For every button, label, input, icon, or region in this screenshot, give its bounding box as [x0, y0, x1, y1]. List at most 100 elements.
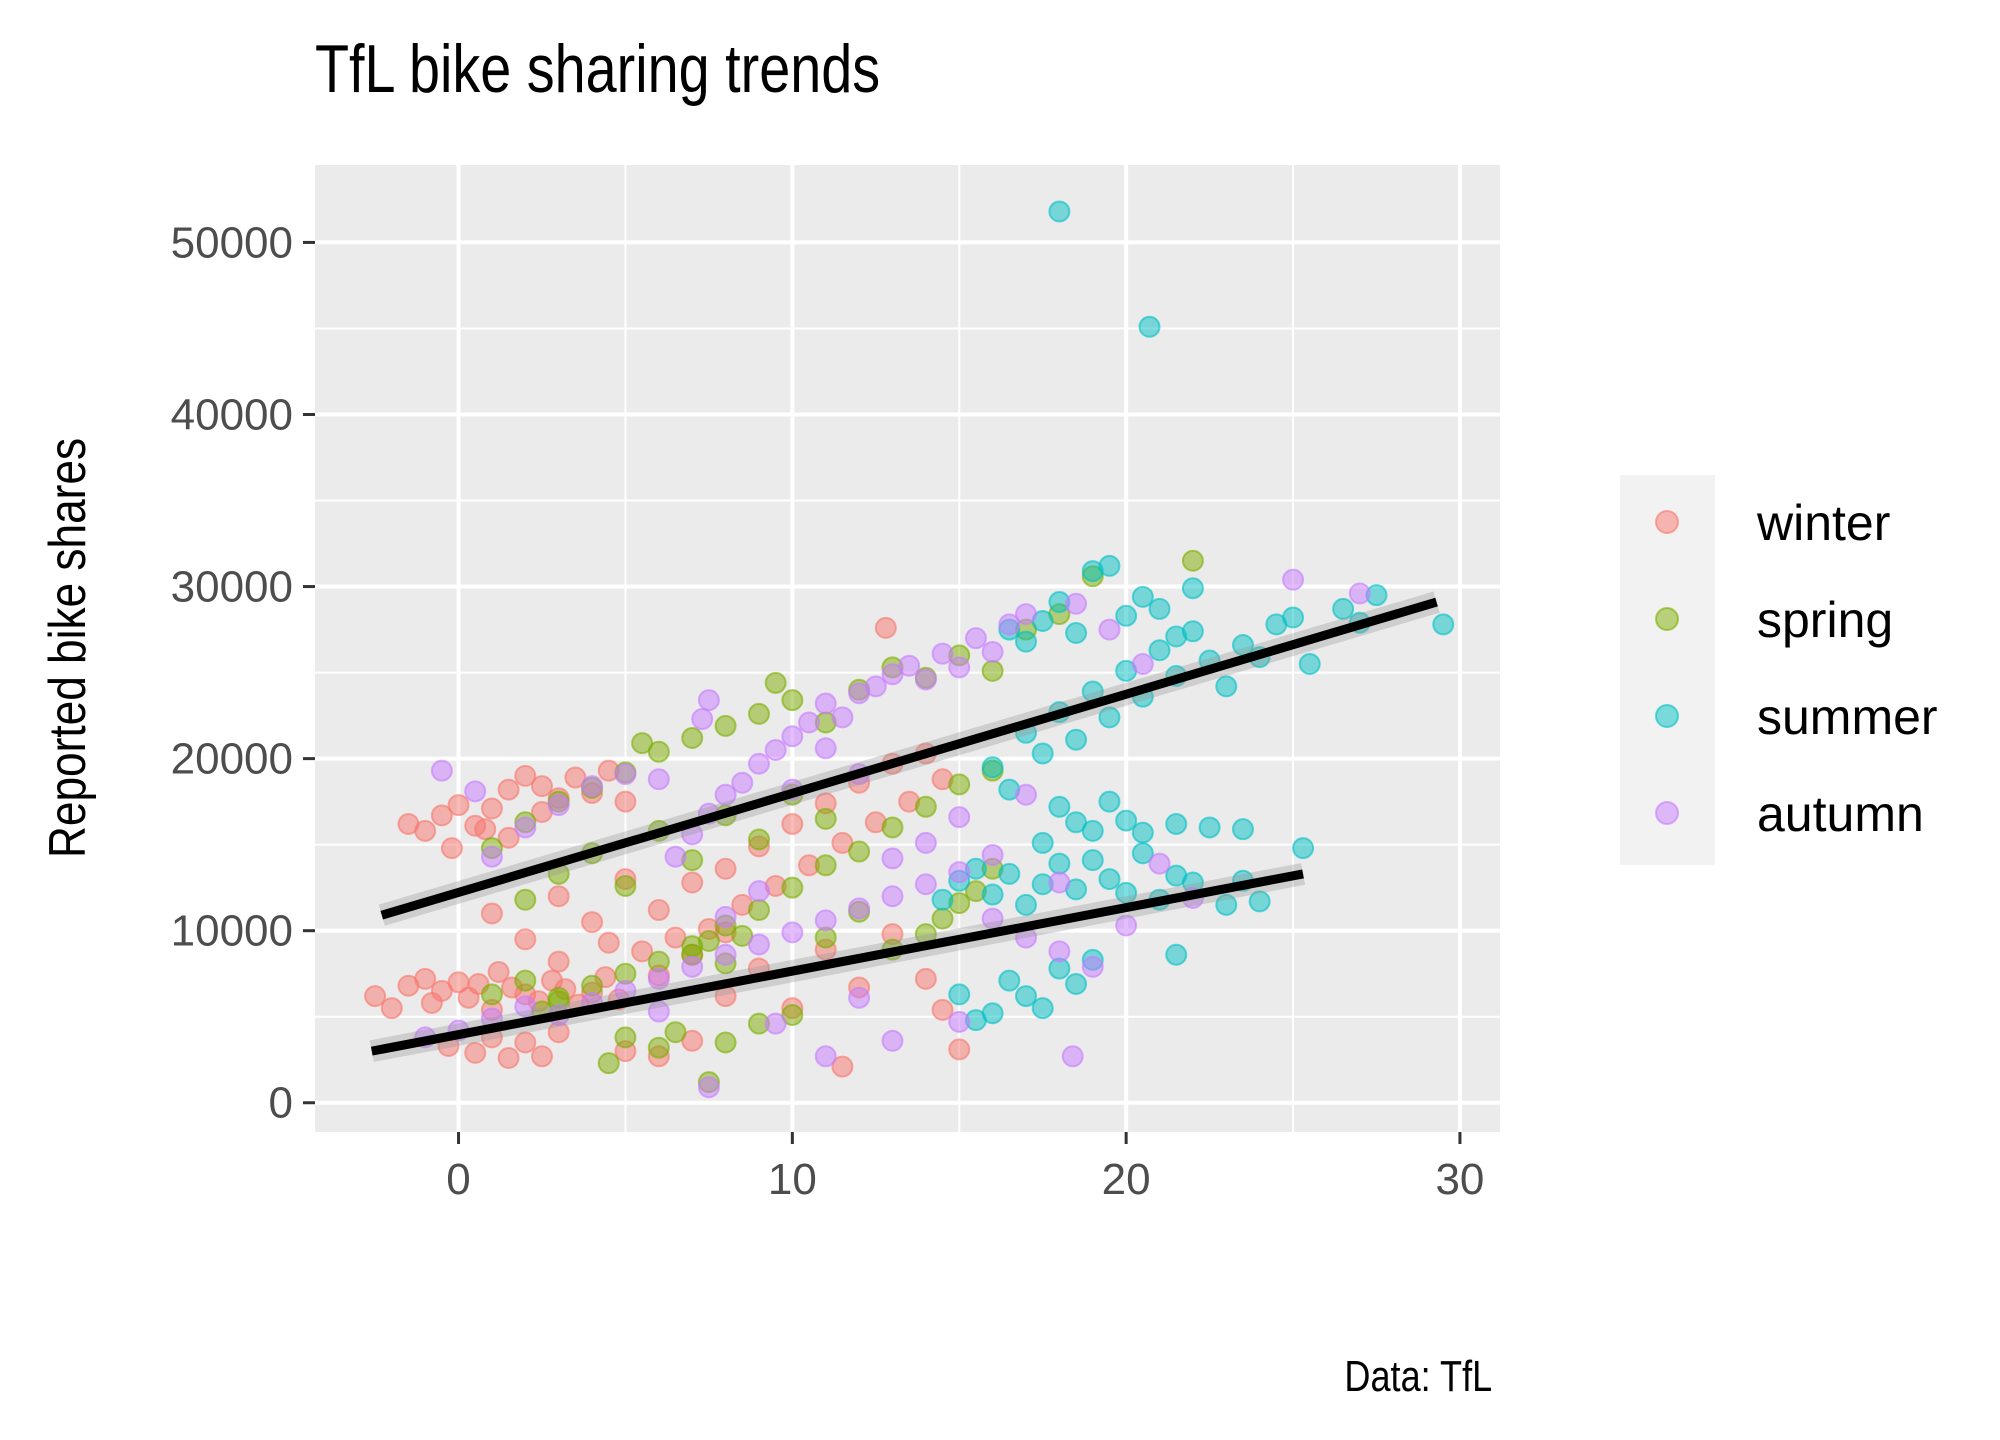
- data-point-spring: [914, 795, 937, 818]
- legend-key-background: [1620, 475, 1715, 865]
- data-point-summer: [1181, 577, 1204, 600]
- data-point-autumn: [814, 692, 837, 715]
- data-point-summer: [1048, 200, 1071, 223]
- y-axis-title: Reported bike shares: [39, 438, 97, 858]
- data-point-autumn: [981, 843, 1004, 866]
- data-point-autumn: [547, 794, 570, 817]
- data-point-autumn: [848, 897, 871, 920]
- y-tick-label: 20000: [171, 735, 293, 784]
- data-point-winter: [874, 616, 897, 639]
- legend-label-summer: summer: [1757, 689, 1938, 745]
- data-point-summer: [1048, 852, 1071, 875]
- data-point-summer: [1065, 728, 1088, 751]
- data-point-winter: [547, 885, 570, 908]
- data-point-winter: [597, 931, 620, 954]
- data-point-winter: [581, 911, 604, 934]
- data-point-autumn: [464, 780, 487, 803]
- data-point-autumn: [848, 986, 871, 1009]
- data-point-autumn: [981, 640, 1004, 663]
- data-point-summer: [1115, 809, 1138, 832]
- data-point-autumn: [814, 737, 837, 760]
- data-point-spring: [714, 1031, 737, 1054]
- data-point-autumn: [948, 656, 971, 679]
- data-point-summer: [1015, 985, 1037, 1008]
- data-point-spring: [848, 840, 871, 863]
- data-point-summer: [1248, 890, 1271, 913]
- data-point-autumn: [1098, 618, 1121, 641]
- data-point-winter: [647, 899, 670, 922]
- caption: Data: TfL: [1344, 1352, 1492, 1401]
- data-point-summer: [1015, 893, 1037, 916]
- data-point-summer: [1148, 639, 1171, 662]
- data-point-summer: [1432, 613, 1455, 636]
- data-point-summer: [981, 883, 1004, 906]
- data-point-winter: [781, 813, 804, 836]
- data-point-autumn: [647, 967, 670, 990]
- data-point-autumn: [948, 806, 971, 829]
- major-gridlines: [315, 165, 1500, 1132]
- data-point-summer: [1098, 868, 1121, 891]
- trend-line: [370, 869, 1304, 1056]
- data-point-spring: [664, 1021, 687, 1044]
- data-point-autumn: [881, 847, 904, 870]
- data-point-summer: [1292, 837, 1315, 860]
- data-point-spring: [614, 874, 637, 897]
- data-point-spring: [480, 983, 503, 1006]
- data-point-autumn: [1081, 955, 1104, 978]
- data-point-summer: [1031, 831, 1054, 854]
- data-point-autumn: [1061, 1045, 1084, 1068]
- data-point-autumn: [881, 885, 904, 908]
- data-point-autumn: [764, 739, 787, 762]
- data-point-autumn: [731, 771, 754, 794]
- data-point-summer: [1138, 315, 1161, 338]
- data-point-winter: [430, 804, 453, 827]
- data-point-winter: [414, 967, 437, 990]
- data-point-summer: [1198, 816, 1221, 839]
- data-point-autumn: [914, 873, 937, 896]
- data-point-autumn: [1015, 783, 1037, 806]
- data-point-winter: [931, 998, 954, 1021]
- legend: winter spring summer autumn: [1620, 475, 1938, 865]
- data-point-autumn: [831, 706, 854, 729]
- data-point-summer: [1081, 849, 1104, 872]
- data-point-spring: [747, 899, 770, 922]
- data-point-autumn: [614, 763, 637, 786]
- data-point-summer: [1231, 818, 1254, 841]
- y-tick-label: 0: [269, 1079, 293, 1128]
- data-point-spring: [747, 702, 770, 725]
- data-point-winter: [364, 985, 387, 1008]
- data-point-autumn: [681, 955, 704, 978]
- data-point-autumn: [864, 675, 887, 698]
- data-points: [364, 200, 1455, 1099]
- data-point-autumn: [514, 995, 537, 1018]
- data-point-summer: [1115, 604, 1138, 627]
- data-point-autumn: [781, 725, 804, 748]
- data-point-spring: [681, 726, 704, 749]
- x-tick-label: 20: [1102, 1155, 1151, 1204]
- x-tick-label: 0: [446, 1155, 470, 1204]
- data-point-autumn: [697, 1076, 720, 1099]
- data-point-winter: [831, 1055, 854, 1078]
- data-point-autumn: [814, 909, 837, 932]
- data-point-autumn: [948, 861, 971, 884]
- data-point-spring: [597, 1052, 620, 1075]
- data-point-winter: [681, 871, 704, 894]
- data-point-spring: [931, 907, 954, 930]
- data-point-autumn: [747, 933, 770, 956]
- data-point-spring: [881, 816, 904, 839]
- data-point-winter: [497, 778, 520, 801]
- data-point-summer: [1031, 997, 1054, 1020]
- data-point-autumn: [1282, 568, 1305, 591]
- x-tick-label: 30: [1435, 1155, 1484, 1204]
- data-point-autumn: [714, 943, 737, 966]
- data-point-summer: [948, 983, 971, 1006]
- data-point-spring: [781, 876, 804, 899]
- data-point-autumn: [998, 613, 1021, 636]
- data-point-summer: [998, 862, 1021, 885]
- data-point-spring: [814, 807, 837, 830]
- y-tick-label: 40000: [171, 390, 293, 439]
- data-point-summer: [998, 969, 1021, 992]
- data-point-winter: [614, 790, 637, 813]
- data-point-summer: [1115, 881, 1138, 904]
- chart-title: TfL bike sharing trends: [315, 31, 881, 107]
